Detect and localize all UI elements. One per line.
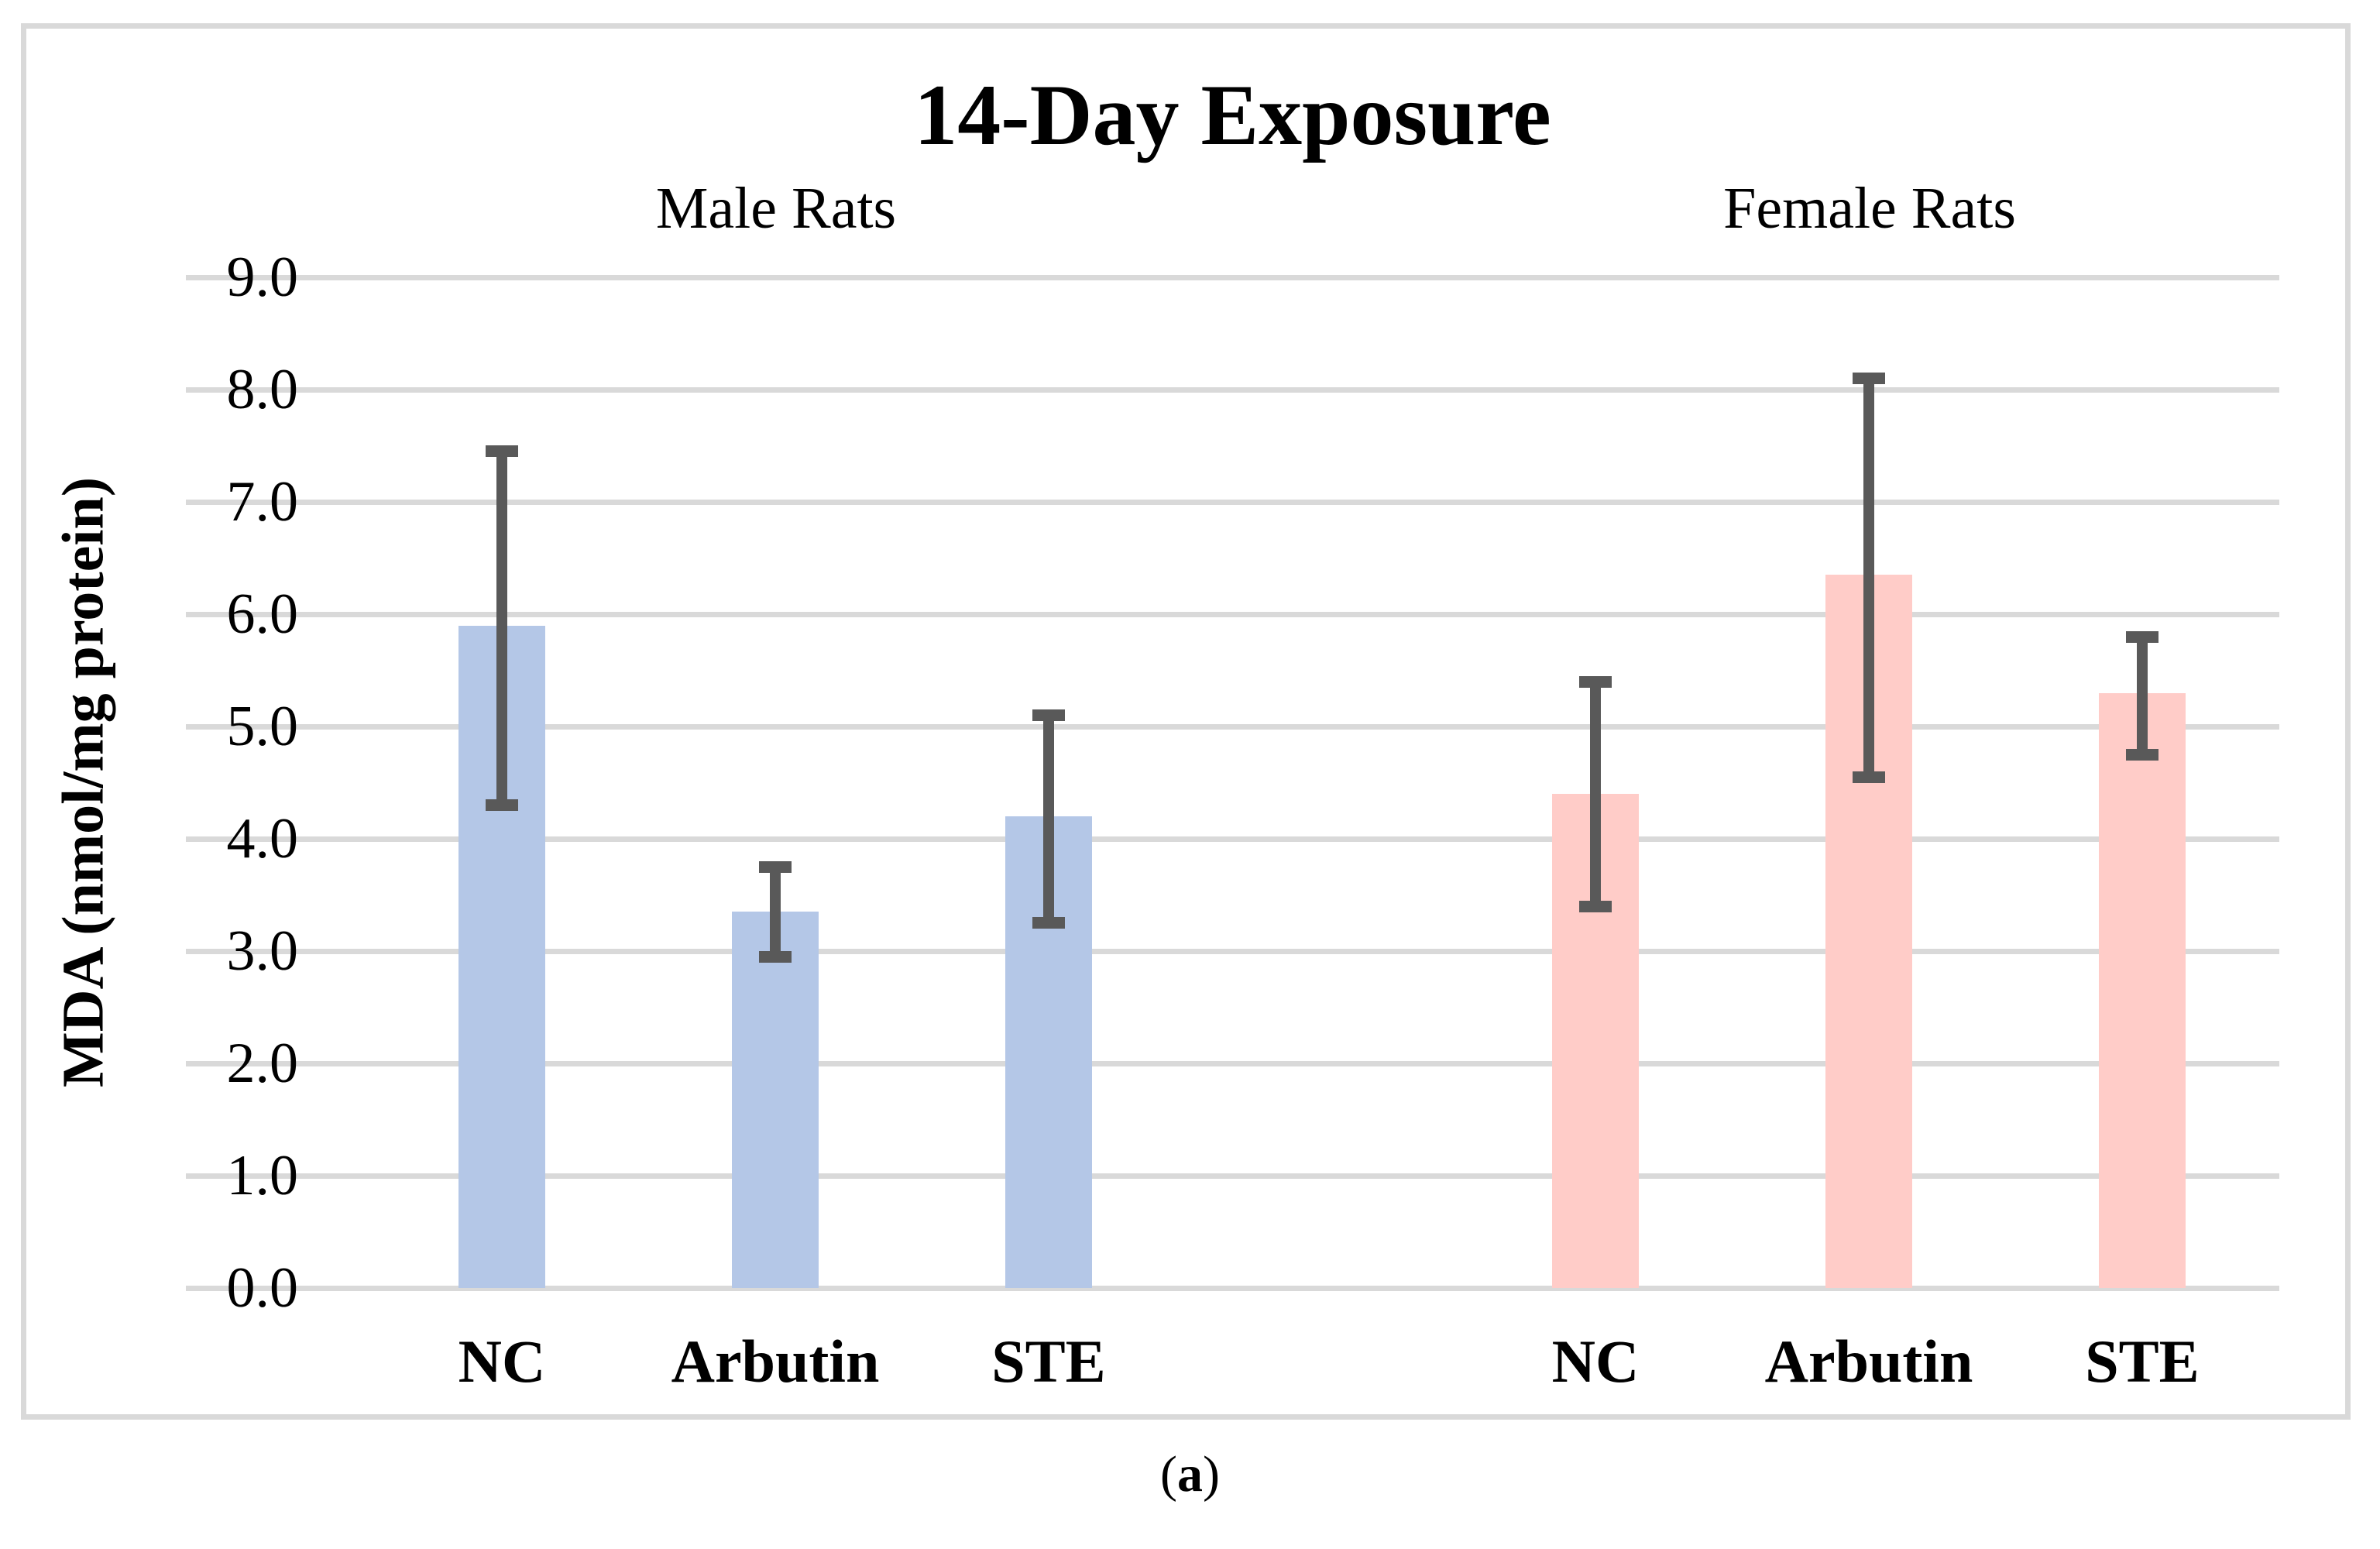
error-bar-line-male-nc: [496, 451, 507, 805]
gridline-9.0: [186, 275, 2279, 280]
error-bar-cap-top-male-nc: [486, 445, 518, 458]
error-bar-cap-top-male-ste: [1032, 709, 1065, 721]
chart-frame: [21, 23, 2351, 1420]
group-label-male-rats: Male Rats: [655, 176, 897, 241]
y-tick-label-4.0: 4.0: [226, 807, 299, 871]
gridline-5.0: [186, 724, 2279, 730]
gridline-3.0: [186, 949, 2279, 954]
y-tick-label-2.0: 2.0: [226, 1032, 299, 1095]
x-tick-label-female-nc: NC: [1551, 1327, 1640, 1395]
y-tick-label-9.0: 9.0: [226, 246, 299, 309]
y-tick-label-3.0: 3.0: [226, 919, 299, 983]
error-bar-cap-bottom-male-nc: [486, 799, 518, 811]
error-bar-line-female-nc: [1590, 682, 1601, 906]
x-tick-label-female-ste: STE: [2085, 1327, 2200, 1395]
bar-female-ste: [2099, 692, 2186, 1288]
gridline-2.0: [186, 1061, 2279, 1066]
x-tick-label-male-arbutin: Arbutin: [671, 1327, 880, 1395]
error-bar-cap-top-female-ste: [2126, 630, 2158, 643]
error-bar-cap-bottom-female-ste: [2126, 748, 2158, 761]
y-tick-label-0.0: 0.0: [226, 1256, 299, 1320]
x-tick-label-male-ste: STE: [991, 1327, 1106, 1395]
error-bar-cap-bottom-female-arbutin: [1853, 771, 1885, 783]
error-bar-cap-top-female-nc: [1579, 675, 1612, 688]
error-bar-line-male-arbutin: [770, 867, 781, 957]
y-tick-label-1.0: 1.0: [226, 1144, 299, 1207]
error-bar-cap-top-male-arbutin: [759, 860, 792, 873]
y-tick-label-5.0: 5.0: [226, 695, 299, 758]
gridline-1.0: [186, 1173, 2279, 1179]
gridline-7.0: [186, 500, 2279, 505]
error-bar-line-male-ste: [1043, 715, 1054, 923]
error-bar-line-female-ste: [2137, 637, 2148, 755]
error-bar-line-female-arbutin: [1863, 378, 1874, 778]
figure-caption: (a): [0, 1446, 2380, 1503]
caption-letter: a: [1177, 1446, 1203, 1503]
x-tick-label-female-arbutin: Arbutin: [1764, 1327, 1973, 1395]
group-label-female-rats: Female Rats: [1723, 176, 2016, 241]
gridline-6.0: [186, 612, 2279, 617]
gridline-0.0: [186, 1286, 2279, 1291]
caption-paren-open: (: [1160, 1446, 1177, 1503]
y-axis-title: MDA (nmol/mg protein): [50, 476, 116, 1088]
gridline-8.0: [186, 387, 2279, 393]
error-bar-cap-bottom-female-nc: [1579, 900, 1612, 912]
y-tick-label-8.0: 8.0: [226, 358, 299, 421]
error-bar-cap-bottom-male-arbutin: [759, 950, 792, 963]
bar-male-arbutin: [732, 912, 819, 1288]
gridline-4.0: [186, 836, 2279, 842]
y-tick-label-7.0: 7.0: [226, 470, 299, 534]
error-bar-cap-top-female-arbutin: [1853, 373, 1885, 384]
error-bar-cap-bottom-male-ste: [1032, 917, 1065, 929]
y-tick-label-6.0: 6.0: [226, 582, 299, 646]
chart-title: 14-Day Exposure: [914, 67, 1551, 163]
caption-paren-close: ): [1203, 1446, 1220, 1503]
x-tick-label-male-nc: NC: [458, 1327, 546, 1395]
